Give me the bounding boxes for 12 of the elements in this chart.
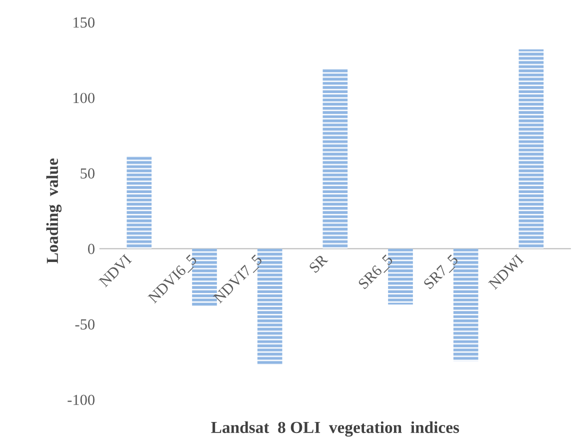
y-tick-label: -100	[68, 394, 95, 406]
x-tick-label: SR	[308, 254, 328, 274]
x-axis-title: Landsat 8 OLI vegetation indices	[211, 421, 460, 437]
y-axis-title: Loading value	[46, 158, 62, 264]
y-tick-label: 100	[74, 92, 95, 104]
y-tick-label: -50	[75, 319, 95, 330]
bar	[126, 156, 152, 249]
bar	[518, 49, 544, 249]
y-tick-label: 0	[88, 244, 95, 254]
y-tick-label: 150	[74, 17, 95, 28]
y-tick-label: 50	[80, 168, 95, 179]
bar	[322, 69, 348, 249]
